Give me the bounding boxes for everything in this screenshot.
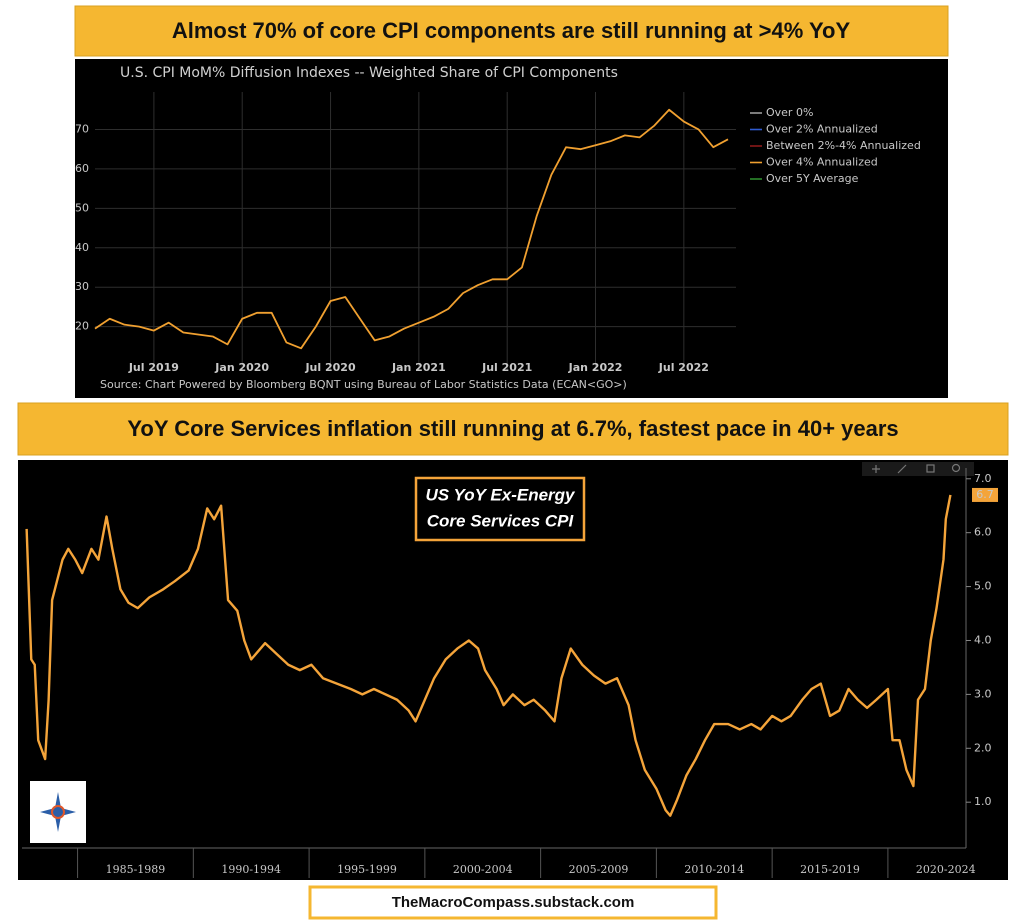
y-tick-label: 60 xyxy=(75,162,89,175)
chart-title: US YoY Ex-Energy xyxy=(426,485,577,504)
chart-title: U.S. CPI MoM% Diffusion Indexes -- Weigh… xyxy=(120,65,618,81)
x-tick-label: Jul 2021 xyxy=(481,361,532,374)
x-tick-label: Jan 2022 xyxy=(568,361,623,374)
legend-label: Between 2%-4% Annualized xyxy=(766,139,921,152)
logo xyxy=(30,781,86,843)
x-tick-label: 2010-2014 xyxy=(684,863,744,876)
y-tick-label: 20 xyxy=(75,320,89,333)
footer-box xyxy=(308,885,718,920)
chart-source: Source: Chart Powered by Bloomberg BQNT … xyxy=(100,378,627,391)
chart-title: Core Services CPI xyxy=(427,511,575,530)
chart-1: 20 30 40 50 60 70 Jul 2019 Jan 2020 Jul 2020 Jan … xyxy=(75,92,921,374)
y-tick-label: 3.0 xyxy=(974,687,992,700)
x-tick-label: Jan 2020 xyxy=(214,361,269,374)
last-value-tag xyxy=(972,487,998,502)
banner-box xyxy=(17,402,1009,456)
banner-title: Almost 70% of core CPI components are st… xyxy=(172,18,851,43)
x-tick-label: Jul 2022 xyxy=(658,361,709,374)
toolbar xyxy=(862,462,974,476)
banner-box xyxy=(74,5,949,57)
footer-text: TheMacroCompass.substack.com xyxy=(392,894,635,911)
y-tick-label: 30 xyxy=(75,280,89,293)
x-tick-label: 1995-1999 xyxy=(337,863,397,876)
y-tick-label: 7.0 xyxy=(974,472,992,485)
x-tick-label: 1990-1994 xyxy=(221,863,281,876)
series-line xyxy=(94,108,729,350)
y-tick-label: 6.0 xyxy=(974,526,992,539)
last-value-label: 6.7 xyxy=(976,488,994,501)
toolbar-icon[interactable] xyxy=(897,464,907,474)
y-tick-label: 50 xyxy=(75,201,89,214)
toolbar-icon[interactable] xyxy=(926,464,935,473)
toolbar-icon[interactable] xyxy=(872,465,880,473)
series-line xyxy=(25,494,952,817)
toolbar-icon[interactable] xyxy=(951,463,961,473)
y-tick-label: 1.0 xyxy=(974,795,992,808)
x-tick-label: 2000-2004 xyxy=(453,863,513,876)
y-tick-label: 40 xyxy=(75,241,89,254)
x-tick-label: 2015-2019 xyxy=(800,863,860,876)
legend-label: Over 5Y Average xyxy=(766,172,859,185)
toolbar-bg xyxy=(862,462,974,476)
y-tick-label: 4.0 xyxy=(974,633,992,646)
chart-2: 1.0 2.0 3.0 4.0 5.0 6.0 7.0 1985-1989 1990-1994 1… xyxy=(22,468,998,878)
x-tick-label: 1985-1989 xyxy=(106,863,166,876)
legend-label: Over 0% xyxy=(766,106,813,119)
x-tick-label: Jul 2019 xyxy=(128,361,179,374)
banner-title: YoY Core Services inflation still runnin… xyxy=(127,416,898,441)
y-tick-label: 70 xyxy=(75,122,89,135)
chart-title-box xyxy=(414,476,586,542)
chart-background xyxy=(75,59,948,398)
x-tick-label: Jul 2020 xyxy=(304,361,355,374)
legend-label: Over 2% Annualized xyxy=(766,123,878,136)
x-tick-label: 2020-2024 xyxy=(916,863,976,876)
y-tick-label: 2.0 xyxy=(974,741,992,754)
y-tick-label: 5.0 xyxy=(974,580,992,593)
legend-label: Over 4% Annualized xyxy=(766,156,878,169)
x-tick-label: 2005-2009 xyxy=(569,863,629,876)
logo-star xyxy=(40,792,76,832)
x-tick-label: Jan 2021 xyxy=(391,361,446,374)
logo-ring xyxy=(51,805,65,819)
